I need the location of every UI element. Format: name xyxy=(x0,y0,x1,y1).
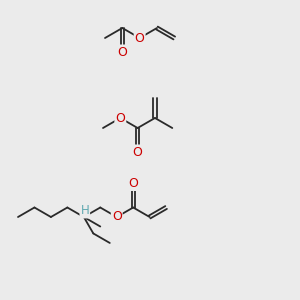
Text: O: O xyxy=(112,211,122,224)
Text: H: H xyxy=(80,205,89,218)
Text: O: O xyxy=(116,112,125,124)
Text: O: O xyxy=(117,46,127,59)
Text: O: O xyxy=(135,32,145,44)
Text: O: O xyxy=(128,177,138,190)
Text: O: O xyxy=(133,146,142,158)
